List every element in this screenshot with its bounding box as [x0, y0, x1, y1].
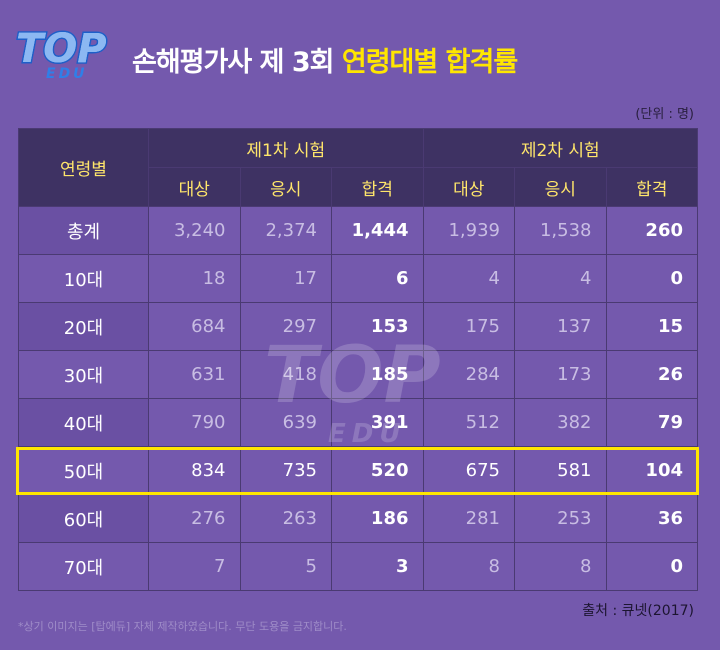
table-cell: 175 — [422, 302, 515, 351]
table-cell: 4 — [422, 254, 515, 303]
table-cell: 2,374 — [239, 206, 332, 255]
table-cell: 253 — [514, 494, 607, 543]
table-cell: 391 — [331, 398, 424, 447]
table-cell: 631 — [148, 350, 241, 399]
source-note: 출처 : 큐넷(2017) — [582, 603, 694, 619]
table-cell: 185 — [331, 350, 424, 399]
row-label: 70대 — [18, 542, 149, 591]
table-row: 20대 684 297 153 175 137 15 — [18, 302, 698, 351]
pass-rate-table: 연령별 제1차 시험 제2차 시험 대상 응시 합격 대상 응시 합격 총계 3,… — [18, 128, 698, 591]
unit-label: (단위 : 명) — [635, 107, 694, 122]
svg-text:TOP: TOP — [16, 26, 107, 72]
svg-text:EDU: EDU — [46, 66, 88, 82]
table-cell: 18 — [148, 254, 241, 303]
table-cell: 79 — [605, 398, 698, 447]
table-cell: 4 — [514, 254, 607, 303]
row-label: 50대 — [18, 446, 149, 495]
table-cell: 0 — [605, 254, 698, 303]
table-cell: 1,444 — [331, 206, 424, 255]
table-cell: 8 — [514, 542, 607, 591]
table-cell: 8 — [422, 542, 515, 591]
table-cell: 520 — [331, 446, 424, 495]
row-label: 10대 — [18, 254, 149, 303]
subheader: 합격 — [605, 167, 698, 207]
table-cell: 281 — [422, 494, 515, 543]
table-cell: 297 — [239, 302, 332, 351]
table-cell: 581 — [514, 446, 607, 495]
table-cell: 735 — [239, 446, 332, 495]
table-cell: 382 — [514, 398, 607, 447]
row-label: 40대 — [18, 398, 149, 447]
row-label: 60대 — [18, 494, 149, 543]
table-cell: 186 — [331, 494, 424, 543]
table-cell: 276 — [148, 494, 241, 543]
copyright-footnote: *상기 이미지는 [탑에듀] 자체 제작하였습니다. 무단 도용을 금지합니다. — [18, 620, 347, 633]
table-cell: 1,538 — [514, 206, 607, 255]
table-cell: 684 — [148, 302, 241, 351]
group-header-1: 제1차 시험 — [148, 128, 424, 168]
group-header-2: 제2차 시험 — [422, 128, 698, 168]
table-cell: 5 — [239, 542, 332, 591]
table-cell: 3 — [331, 542, 424, 591]
page-title: 손해평가사 제 3회 연령대별 합격률 — [132, 40, 518, 79]
table-cell: 3,240 — [148, 206, 241, 255]
table-cell: 512 — [422, 398, 515, 447]
table-cell: 26 — [605, 350, 698, 399]
title-main: 손해평가사 제 3회 — [132, 47, 342, 78]
subheader: 대상 — [148, 167, 241, 207]
table-cell: 639 — [239, 398, 332, 447]
subheader: 대상 — [422, 167, 515, 207]
table-cell: 104 — [605, 446, 698, 495]
table-row: 40대 790 639 391 512 382 79 — [18, 398, 698, 447]
table-row: 50대 834 735 520 675 581 104 — [18, 446, 698, 495]
table-cell: 15 — [605, 302, 698, 351]
table-cell: 6 — [331, 254, 424, 303]
row-label: 총계 — [18, 206, 149, 255]
subheader: 합격 — [331, 167, 424, 207]
table-row: 60대 276 263 186 281 253 36 — [18, 494, 698, 543]
table-row: 30대 631 418 185 284 173 26 — [18, 350, 698, 399]
table-cell: 834 — [148, 446, 241, 495]
table-cell: 263 — [239, 494, 332, 543]
table-cell: 1,939 — [422, 206, 515, 255]
title-highlight: 연령대별 합격률 — [341, 47, 518, 78]
table-row: 총계 3,240 2,374 1,444 1,939 1,538 260 — [18, 206, 698, 255]
table-cell: 173 — [514, 350, 607, 399]
table-cell: 284 — [422, 350, 515, 399]
top-edu-logo: TOP TOP EDU — [15, 25, 109, 83]
table-row: 10대 18 17 6 4 4 0 — [18, 254, 698, 303]
svg-text:TOP: TOP — [16, 26, 107, 72]
table-cell: 137 — [514, 302, 607, 351]
table-cell: 0 — [605, 542, 698, 591]
table-cell: 675 — [422, 446, 515, 495]
table-cell: 153 — [331, 302, 424, 351]
subheader: 응시 — [239, 167, 332, 207]
table-cell: 36 — [605, 494, 698, 543]
row-label: 20대 — [18, 302, 149, 351]
row-label: 30대 — [18, 350, 149, 399]
table-row: 70대 7 5 3 8 8 0 — [18, 542, 698, 591]
table-cell: 418 — [239, 350, 332, 399]
table-cell: 260 — [605, 206, 698, 255]
subheader: 응시 — [514, 167, 607, 207]
table-cell: 17 — [239, 254, 332, 303]
corner-header: 연령별 — [18, 128, 149, 207]
table-cell: 790 — [148, 398, 241, 447]
table-cell: 7 — [148, 542, 241, 591]
